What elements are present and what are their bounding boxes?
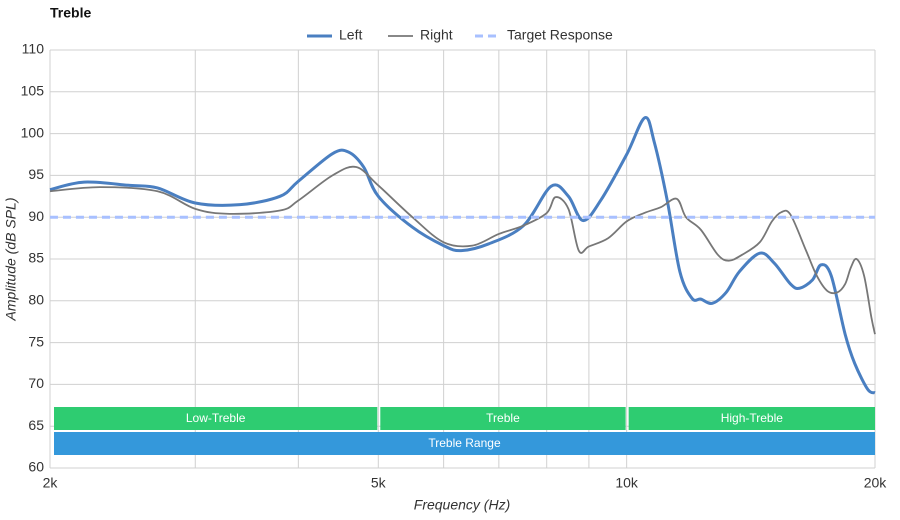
x-tick-label: 5k bbox=[371, 475, 387, 491]
y-tick-label: 75 bbox=[28, 333, 44, 349]
band bbox=[54, 432, 875, 455]
band bbox=[54, 407, 378, 430]
y-tick-label: 110 bbox=[22, 41, 45, 57]
y-tick-label: 60 bbox=[28, 459, 44, 475]
band-label: Treble Range bbox=[428, 436, 501, 450]
series-line bbox=[49, 116, 876, 395]
x-tick-label: 20k bbox=[864, 475, 888, 491]
band bbox=[628, 407, 875, 430]
y-tick-label: 95 bbox=[28, 166, 44, 182]
legend-label: Left bbox=[339, 27, 362, 43]
band-label: Low-Treble bbox=[186, 411, 246, 425]
legend-label: Right bbox=[420, 27, 453, 43]
y-tick-label: 85 bbox=[28, 250, 44, 266]
x-tick-label: 10k bbox=[615, 475, 639, 491]
y-tick-label: 90 bbox=[28, 208, 44, 224]
y-tick-label: 105 bbox=[21, 83, 45, 99]
band-label: High-Treble bbox=[721, 411, 784, 425]
y-tick-label: 65 bbox=[28, 417, 44, 433]
x-axis-label: Frequency (Hz) bbox=[414, 497, 510, 513]
y-tick-label: 80 bbox=[28, 292, 44, 308]
y-tick-label: 70 bbox=[28, 375, 44, 391]
legend-label: Target Response bbox=[507, 27, 613, 43]
band-label: Treble bbox=[486, 411, 520, 425]
y-tick-label: 100 bbox=[21, 124, 45, 140]
y-axis-label: Amplitude (dB SPL) bbox=[3, 198, 19, 322]
chart-title: Treble bbox=[50, 5, 91, 21]
x-tick-label: 2k bbox=[43, 475, 59, 491]
band bbox=[380, 407, 626, 430]
